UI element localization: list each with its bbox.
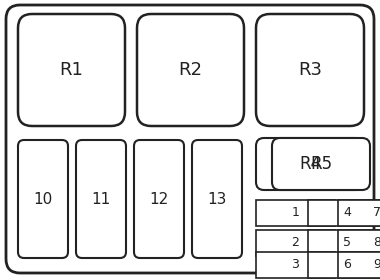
Text: 10: 10 bbox=[33, 192, 52, 207]
Text: R1: R1 bbox=[60, 61, 84, 79]
Text: 6: 6 bbox=[344, 258, 352, 272]
Bar bbox=[256, 230, 335, 256]
Bar bbox=[256, 252, 335, 278]
FancyBboxPatch shape bbox=[6, 5, 374, 273]
Text: 2: 2 bbox=[291, 237, 299, 249]
Bar bbox=[338, 230, 380, 256]
FancyBboxPatch shape bbox=[256, 138, 364, 190]
FancyBboxPatch shape bbox=[272, 138, 370, 190]
Text: 7: 7 bbox=[374, 207, 380, 220]
Text: R5: R5 bbox=[310, 155, 332, 173]
Text: 3: 3 bbox=[291, 258, 299, 272]
FancyBboxPatch shape bbox=[256, 14, 364, 126]
Text: 4: 4 bbox=[344, 207, 352, 220]
Text: 8: 8 bbox=[374, 237, 380, 249]
Text: 9: 9 bbox=[374, 258, 380, 272]
FancyBboxPatch shape bbox=[192, 140, 242, 258]
FancyBboxPatch shape bbox=[137, 14, 244, 126]
Text: 13: 13 bbox=[207, 192, 227, 207]
Bar bbox=[308, 200, 380, 226]
Bar bbox=[308, 252, 380, 278]
Text: R4: R4 bbox=[299, 155, 321, 173]
Bar bbox=[308, 230, 380, 256]
Bar bbox=[338, 252, 380, 278]
Text: 12: 12 bbox=[149, 192, 169, 207]
Bar bbox=[338, 200, 380, 226]
Text: 1: 1 bbox=[291, 207, 299, 220]
Text: 5: 5 bbox=[344, 237, 352, 249]
FancyBboxPatch shape bbox=[18, 14, 125, 126]
FancyBboxPatch shape bbox=[134, 140, 184, 258]
Text: R2: R2 bbox=[179, 61, 203, 79]
Text: R3: R3 bbox=[298, 61, 322, 79]
Text: 11: 11 bbox=[91, 192, 111, 207]
FancyBboxPatch shape bbox=[76, 140, 126, 258]
FancyBboxPatch shape bbox=[18, 140, 68, 258]
Bar bbox=[256, 200, 335, 226]
